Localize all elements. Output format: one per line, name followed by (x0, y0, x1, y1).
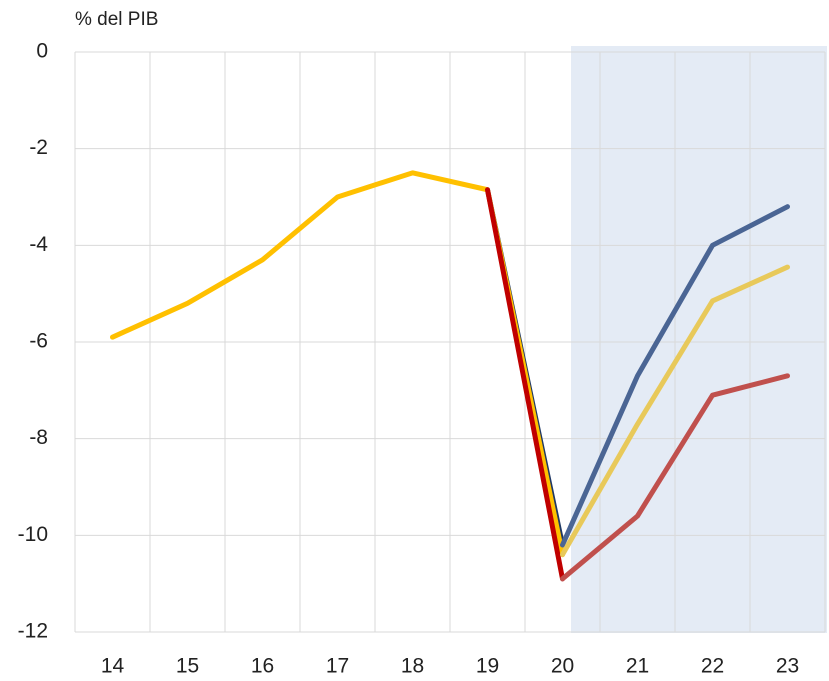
y-tick-label: -8 (29, 426, 48, 449)
x-tick-label: 19 (476, 655, 499, 678)
y-tick-label: -10 (18, 523, 48, 546)
y-tick-label: -6 (29, 330, 48, 353)
x-tick-label: 21 (626, 655, 649, 678)
x-tick-label: 22 (701, 655, 724, 678)
x-tick-label: 14 (101, 655, 125, 678)
series-line (560, 373, 790, 582)
x-tick-label: 16 (251, 655, 274, 678)
y-tick-label: -4 (29, 233, 48, 256)
y-tick-label: -2 (29, 136, 48, 159)
y-axis-label: % del PIB (75, 9, 158, 30)
x-tick-label: 18 (401, 655, 424, 678)
x-tick-label: 23 (776, 655, 799, 678)
forecast-shading (571, 46, 827, 633)
y-tick-label: 0 (36, 40, 48, 63)
x-tick-label: 15 (176, 655, 199, 678)
series-line (485, 187, 565, 582)
series-line (560, 264, 790, 558)
y-tick-label: -12 (18, 620, 48, 643)
series-line (560, 204, 790, 548)
x-tick-label: 20 (551, 655, 574, 678)
x-tick-label: 17 (326, 655, 349, 678)
